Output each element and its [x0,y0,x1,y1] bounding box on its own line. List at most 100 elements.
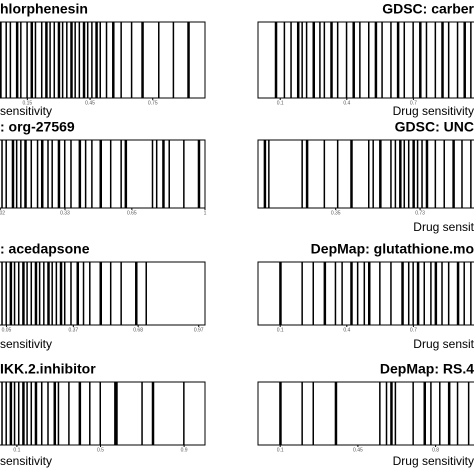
barcode-line [20,140,22,208]
barcode-line [17,262,20,325]
barcode-line [78,382,82,445]
barcode-line [15,22,19,98]
barcode-line [30,262,33,325]
barcode-line [82,22,86,98]
plot-frame [257,381,474,446]
panel-title: GDSC: carber [382,1,474,17]
barcode-line [379,382,381,445]
barcode-line [416,262,420,325]
barcode-line [1,262,3,325]
barcode-line [296,22,300,98]
barcode-line [99,262,102,325]
barcode-line [456,382,459,445]
barcode-line [312,262,314,325]
barcode-line [183,382,185,445]
x-tick-label: 0.5 [97,447,104,453]
barcode-line [305,140,309,208]
barcode-line [22,382,25,445]
barcode-line [394,140,397,208]
barcode-line [463,262,465,325]
x-axis-label: Drug sensitivity [393,104,474,118]
barcode-line [49,22,51,98]
barcode-line [53,382,57,445]
barcode-line [22,262,25,325]
barcode-line [61,22,64,98]
barcode-line [11,140,15,208]
barcode-line [124,140,128,208]
barcode-line [76,262,80,325]
barcode-line [447,262,450,325]
barcode-line [63,140,66,208]
x-tick-label: 0.33 [60,210,70,216]
barcode-line [63,262,66,325]
barcode-line [301,382,303,445]
x-axis-label: sensitivity [0,104,52,118]
barcode-line [30,382,33,445]
barcode-line [379,140,382,208]
barcode-line [70,262,72,325]
barcode-line [168,140,170,208]
barcode-line [341,262,343,325]
barcode-line [379,262,381,325]
barcode-line [40,22,43,98]
barcode-line [412,382,414,445]
x-tick-label: 0.68 [133,327,143,333]
barcode-line [15,140,18,208]
x-tick-label: 1 [204,210,207,216]
barcode-line [447,382,451,445]
x-tick-label: 0.65 [127,210,137,216]
barcode-line [403,140,406,208]
barcode-line [356,262,359,325]
barcode-line [390,382,393,445]
barcode-line [401,262,404,325]
barcode-line [443,140,445,208]
barcode-line [53,22,56,98]
x-tick-label: 0.7 [410,327,417,333]
barcode-line [279,382,282,445]
barcode-line [183,140,185,208]
barcode-line [301,22,303,98]
barcode-line [120,22,122,98]
x-axis-label: sensitivity [0,337,52,351]
barcode-line [452,140,455,208]
barcode-line [89,382,91,445]
barcode-line [279,262,282,325]
x-tick-label: 0.05 [2,327,12,333]
barcode-line [263,140,267,208]
x-tick-label: 0.7 [410,100,417,106]
barcode-line [419,22,422,98]
barcode-line [13,262,16,325]
barcode-line [162,140,165,208]
barcode-line [467,382,470,445]
barcode-line [45,22,48,98]
barcode-line [24,140,27,208]
barcode-line [283,22,286,98]
barcode-line [1,382,3,445]
barcode-line [99,22,101,98]
barcode-line [82,262,85,325]
x-tick-label: 0.45 [353,447,363,453]
barcode-line [447,22,450,98]
x-tick-label: 0.4 [343,327,350,333]
barcode-line [59,262,63,325]
panel-title: DepMap: glutathione.mo [311,241,474,257]
barcode-line [374,22,378,98]
barcode-line [187,22,190,98]
barcode-line [385,382,388,445]
x-tick-label: 0.1 [277,100,284,106]
barcode-line [363,262,366,325]
barcode-line [323,140,326,208]
barcode-line [470,22,472,98]
barcode-line [99,382,101,445]
barcode-line [396,22,400,98]
barcode-line [441,262,443,325]
barcode-line [57,140,61,208]
barcode-line [43,262,45,325]
x-tick-label: 0.45 [85,100,95,106]
barcode-line [319,22,321,98]
barcode-line [30,22,34,98]
barcode-line [274,22,278,98]
barcode-line [155,140,158,208]
x-tick-label: 0.8 [432,447,439,453]
barcode-line [390,22,392,98]
